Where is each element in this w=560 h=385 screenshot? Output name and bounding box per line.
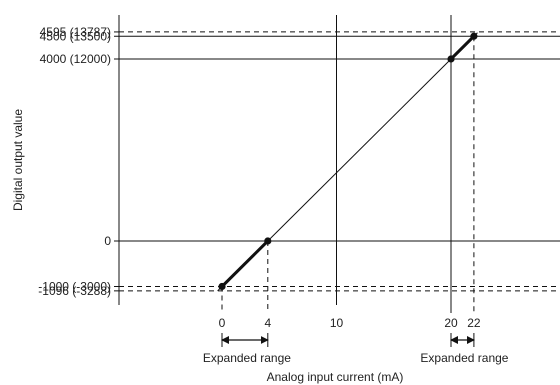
y-tick-label-4: -1000 (-3000): [38, 280, 111, 294]
series-line-2: [449, 35, 475, 61]
x-tick-label-3: 20: [444, 316, 458, 330]
data-point-0: [218, 282, 226, 291]
x-tick-labels: 0 4 10 20 22: [219, 316, 481, 330]
series-line-1: [220, 239, 269, 288]
x-tick-label-1: 4: [264, 316, 271, 330]
range-label-0: Expanded range: [203, 351, 291, 365]
data-point-3: [470, 32, 478, 40]
series-line-0: [267, 58, 452, 242]
y-tick-label-1: 4500 (13500): [40, 29, 111, 43]
y-tick-label-5: -1096 (-3288): [38, 284, 111, 298]
y-tick-label-3: 0: [104, 234, 111, 248]
data-point-2: [447, 55, 455, 63]
x-axis-label: Analog input current (mA): [267, 370, 404, 384]
data-point-1: [264, 237, 272, 245]
y-tick-label-0: 4595 (13787): [40, 25, 111, 39]
y-tick-label-2: 4000 (12000): [40, 52, 111, 66]
range-label-1: Expanded range: [420, 351, 508, 365]
y-tick-labels: 4595 (13787)4500 (13500) 4000 (12000) 0 -10…: [38, 25, 111, 298]
grid-lines: [114, 15, 560, 313]
x-tick-label-2: 10: [330, 316, 344, 330]
data-markers: [218, 32, 478, 291]
data-series: [217, 31, 479, 292]
x-tick-label-4: 22: [467, 316, 481, 330]
range-annotations: Expanded range Expanded range: [203, 333, 509, 365]
x-tick-label-0: 0: [219, 316, 226, 330]
y-axis-label: Digital output value: [11, 109, 25, 211]
